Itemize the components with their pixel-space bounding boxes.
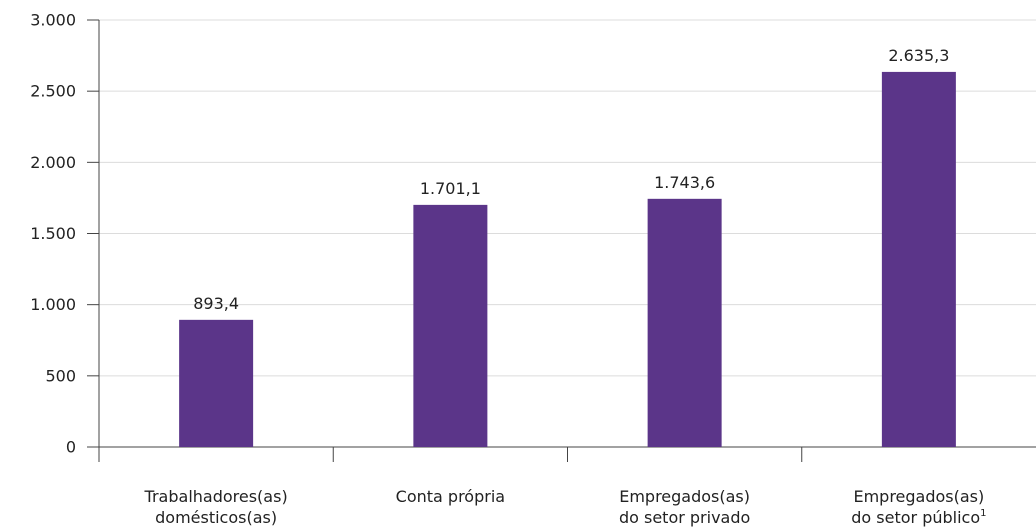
bars (179, 71, 956, 447)
category-label: Conta própria (396, 487, 505, 506)
y-tick-label: 3.000 (30, 11, 76, 30)
category-labels: Trabalhadores(as) domésticos(as) Conta pró… (144, 487, 987, 527)
data-label: 1.743,6 (654, 173, 715, 192)
category-label: Empregados(as) do setor público1 (851, 487, 986, 527)
data-labels: 893,4 1.701,1 1.743,6 2.635,3 (193, 46, 949, 313)
y-tick-label: 1.500 (30, 224, 76, 243)
bar (413, 204, 488, 447)
y-tick-label: 500 (45, 366, 76, 385)
y-tick-label: 2.500 (30, 82, 76, 101)
gridlines (99, 19, 1036, 377)
y-tick-label: 2.000 (30, 153, 76, 172)
bar (881, 71, 956, 447)
axes (87, 19, 1036, 462)
bar (647, 198, 722, 447)
bar (179, 319, 254, 447)
data-label: 1.701,1 (420, 179, 481, 198)
data-label: 893,4 (193, 294, 239, 313)
y-tick-label: 1.000 (30, 295, 76, 314)
y-tick-label: 0 (66, 438, 76, 457)
data-label: 2.635,3 (888, 46, 949, 65)
category-label: Empregados(as) do setor privado (619, 487, 750, 527)
category-label: Trabalhadores(as) domésticos(as) (144, 487, 288, 527)
y-axis-tick-labels: 0 500 1.000 1.500 2.000 2.500 3.000 (30, 11, 76, 457)
